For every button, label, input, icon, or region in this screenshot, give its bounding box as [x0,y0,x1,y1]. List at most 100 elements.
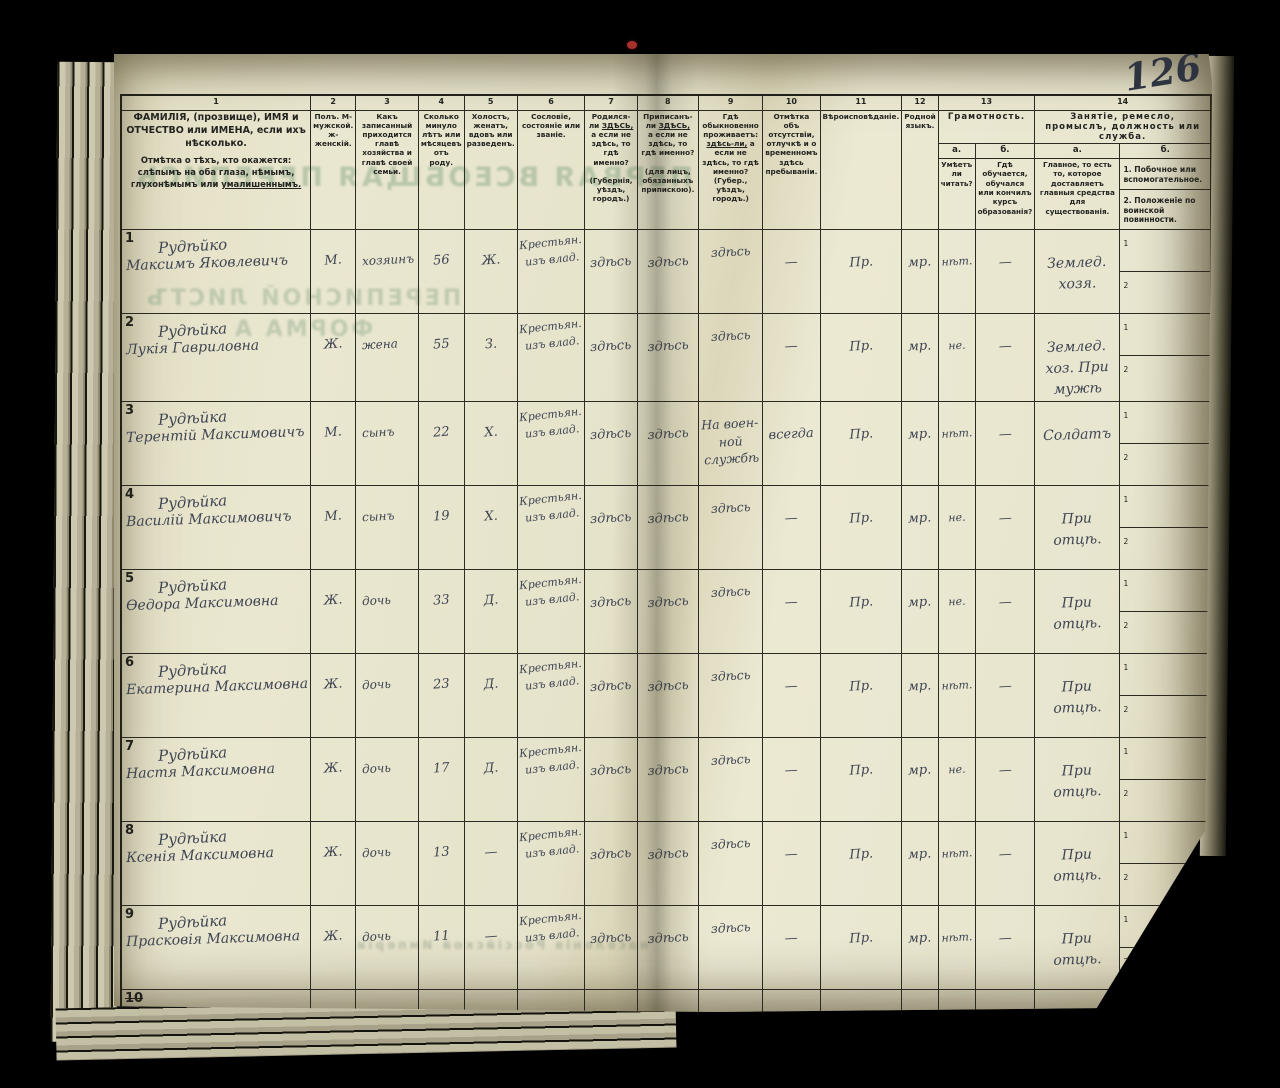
col-number: 13 [937,94,1036,111]
cell-value: 55 [432,336,451,353]
header-occupation-side: 1. Побочное или вспомогательное. [1123,165,1203,184]
cell-language: мр. [901,653,939,739]
cell-marital: Д. [463,737,518,823]
cell-sex: Ж. [310,737,357,823]
cell-value: нѣт. [940,678,973,694]
row-number: 3 [125,403,135,419]
cell-value: Д. [482,760,499,777]
cell-value: не. [947,338,966,353]
cell-value: 33 [432,592,451,609]
cell-value: Ж. [323,760,344,777]
cell-value: мр. [907,930,932,947]
cell-marital [463,989,518,1012]
table-row: 1 Рудѣйко Максимъ Яковлевичъ М. хозяинъ … [120,229,1212,315]
sub2-label: 2 [1123,705,1129,715]
cell-absence: — [762,905,821,991]
cell-language: мр. [901,821,939,907]
cell-fullname-value: Василій Максимовичъ [125,508,292,531]
cell-estate: Крестьян. изъ влад. [516,821,586,907]
cell-language: мр. [901,485,939,571]
header-occupation-title: Занятіе, ремесло, промыслъ, должность ил… [1034,110,1212,144]
cell-value: сынъ [361,424,396,441]
occupation-side-sub2: 2 [1121,536,1210,569]
cell-value: М. [323,252,343,269]
row-number: 5 [125,571,135,587]
header-literacy-b-desc: Гдѣ обучается, обучался или кончилъ курс… [974,157,1036,231]
cell-occupation-main: При отцѣ. [1034,485,1121,571]
cell-sex: М. [310,401,357,487]
cell-registration: здѣсь [636,737,699,823]
cell-estate: Крестьян. изъ влад. [516,229,586,315]
occupation-side-sub1: 1 [1120,410,1210,445]
cell-occupation-main: При отцѣ. [1034,737,1121,823]
cell-surname-value [158,991,308,999]
cell-value: — [998,930,1012,947]
cell-birthplace: здѣсь [584,653,638,739]
cell-name: 1 Рудѣйко Максимъ Яковлевичъ [120,229,312,315]
cell-occupation-side: 1 2 [1119,905,1212,991]
cell-literacy-a: нѣт. [937,821,976,907]
cell-occupation-main: Землед. хозя. [1034,229,1121,315]
cell-value: 23 [432,676,451,693]
cell-literacy-a: нѣт. [937,905,976,991]
cell-value: Х. [483,424,498,441]
cell-occupation-main [1034,989,1121,1012]
cell-value: — [998,678,1012,695]
cell-value: Д. [482,676,499,693]
table-row: 8 Рудѣйка Ксенія Максимовна Ж. дочь 13 —… [120,821,1212,907]
cell-age: 17 [417,737,465,823]
cell-sex: Ж. [310,653,357,739]
cell-age: 33 [417,569,465,655]
cell-registration: здѣсь [636,401,699,487]
cell-value: здѣсь [710,667,751,685]
sub1-label: 1 [1123,915,1129,925]
sub1-label: 1 [1123,663,1129,673]
cell-name: 7 Рудѣйка Настя Максимовна [120,737,312,823]
cell-value: мр. [907,426,932,443]
cell-value: дочь [361,677,392,693]
cell-value: нѣт. [940,930,973,946]
occupation-side-sub1: 1 — [1121,998,1210,1012]
cell-residence: здѣсь [697,653,764,739]
cell-value: Пр. [848,426,874,443]
cell-marital: Д. [463,653,518,739]
cell-literacy-b: — [974,653,1036,739]
col-number: 10 [762,94,821,111]
cell-sex: Ж. [310,313,357,403]
header-name-note: Отмѣтка о тѣхъ, кто окажется: слѣпымъ на… [130,155,302,189]
row-number: 10 [125,991,144,1007]
col-number: 14 [1034,94,1212,111]
cell-birthplace: здѣсь [584,569,638,655]
cell-absence: — [762,485,821,571]
cell-value: 17 [432,760,451,777]
cell-relation: дочь [355,737,419,823]
cell-fullname-value: Ксенія Максимовна [125,845,275,867]
cell-occupation-side: 1 2 [1119,737,1212,823]
header-literacy-a-desc: Умѣетъ ли читать? [937,157,976,231]
sub2-label: 2 [1123,621,1129,631]
cell-marital: Д. [463,569,518,655]
cell-age: 19 [417,485,465,571]
table-row: 9 Рудѣйка Прасковія Максимовна Ж. дочь 1… [120,905,1212,991]
sub2-label: 2 [1123,453,1129,463]
occupation-side-sub2: 2 [1121,956,1210,989]
row-number: 1 [125,231,135,247]
cell-value: дочь [361,761,392,777]
cell-registration: здѣсь [636,485,699,571]
occupation-side-sub1: 1 [1120,830,1210,865]
header-sex: Полъ. М-мужской. ж-женскій. [310,109,357,231]
cell-literacy-b: — [974,569,1036,655]
sub2-label: 2 [1123,789,1129,799]
cell-literacy-a: не. [937,485,976,571]
occupation-side-sub1: 1 [1120,662,1210,697]
cell-value: — [784,846,799,863]
sub2-label: 2 [1123,873,1129,883]
row-number: 4 [125,487,135,503]
cell-value: жена [361,336,399,353]
cell-value: здѣсь [710,327,751,345]
cell-residence: здѣсь [697,229,764,315]
cell-occupation-main: При отцѣ. [1034,653,1121,739]
cell-value: — [998,762,1012,779]
bookmark-ribbon [627,41,637,49]
cell-occupation-main: Солдатъ [1034,401,1121,487]
